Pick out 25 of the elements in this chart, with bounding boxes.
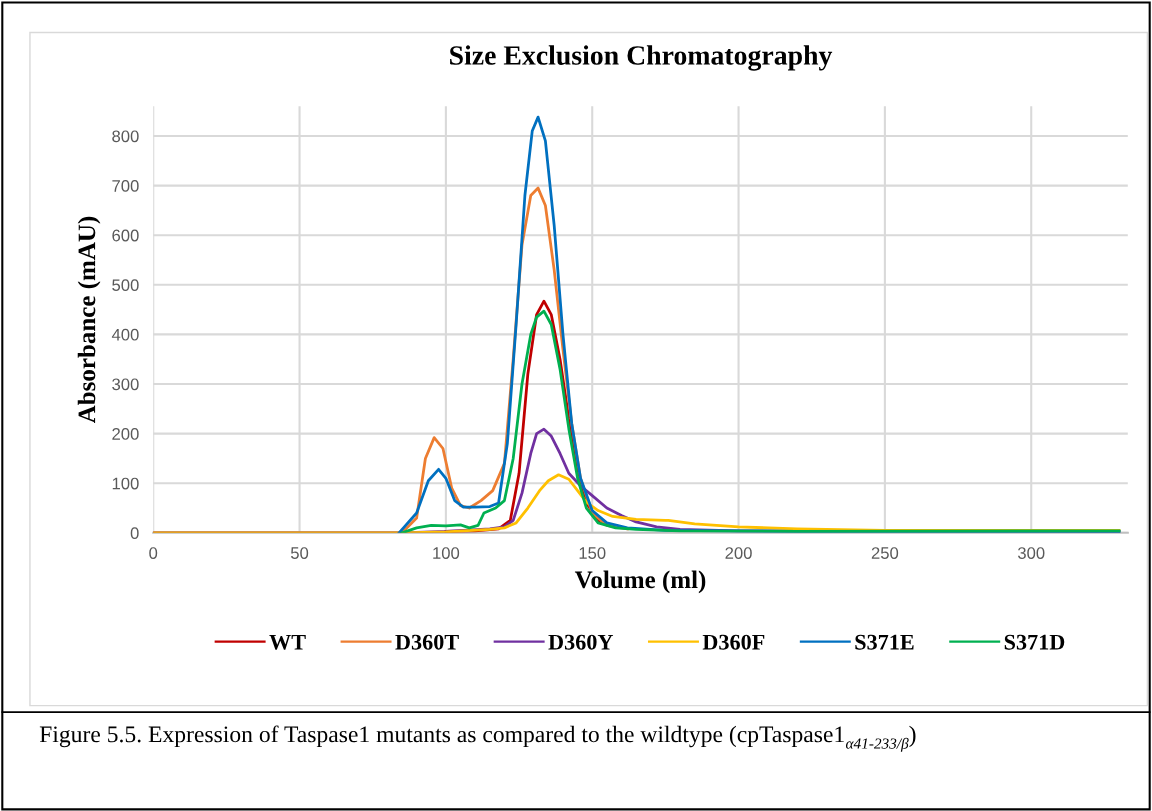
y-tick-label: 800 [112,130,139,143]
x-tick-label: 100 [433,547,460,559]
x-tick-label: 50 [290,547,309,559]
legend-label: D360T [395,634,459,650]
legend-label: S371D [1004,634,1065,650]
y-tick-label: 600 [112,229,139,242]
x-tick-label: 150 [579,547,606,559]
legend-label: D360Y [548,634,614,650]
y-tick-label: 0 [130,527,139,540]
x-tick-label: 300 [1017,547,1045,559]
x-tick-label: 250 [871,547,899,559]
legend-label: WT [269,634,306,650]
legend-label: D360F [702,634,765,650]
y-tick-label: 500 [112,279,139,292]
y-tick-label: 700 [112,180,139,192]
x-tick-label: 0 [149,547,158,559]
y-tick-label: 200 [112,428,139,440]
y-tick-label: 100 [112,477,139,490]
x-tick-label: 200 [725,547,752,559]
y-tick-label: 400 [111,328,139,341]
x-axis-title: Volume (ml) [574,570,706,594]
chart-title: Size Exclusion Chromatography [450,45,833,71]
y-axis-title: Absorbance (mAU) [77,216,101,424]
y-tick-label: 300 [112,378,139,391]
legend-label: S371E [855,634,914,650]
